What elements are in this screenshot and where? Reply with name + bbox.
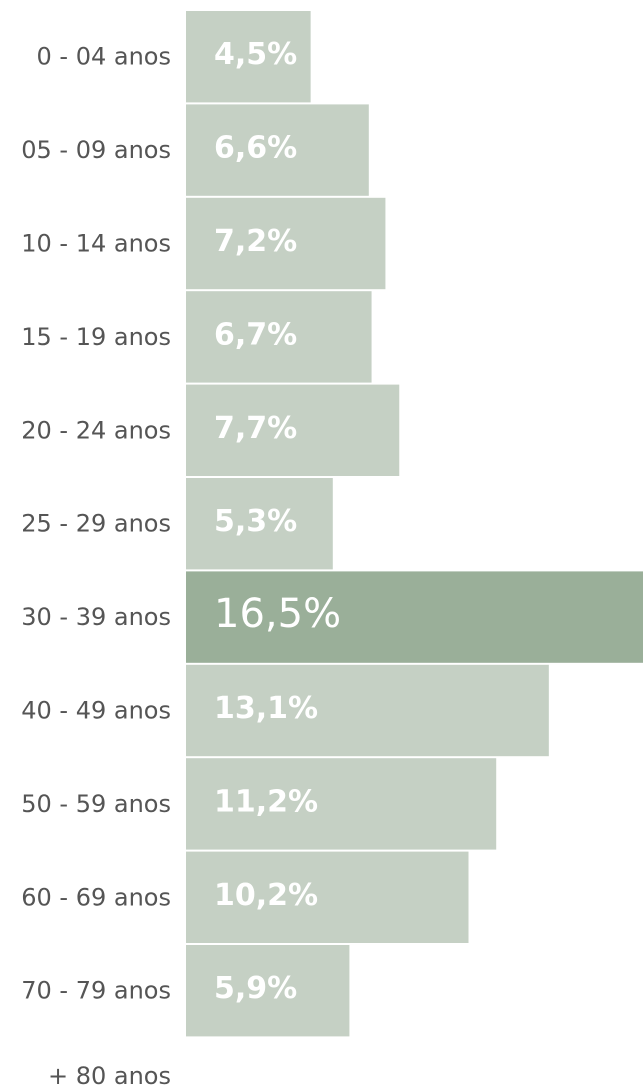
category-label: 25 - 29 anos (21, 510, 171, 538)
value-label: 4,5% (214, 37, 297, 72)
category-label: 15 - 19 anos (21, 323, 171, 351)
category-label: 50 - 59 anos (21, 790, 171, 818)
bar (186, 197, 386, 290)
value-label: 6,7% (214, 317, 297, 352)
bar (186, 851, 469, 943)
bar (186, 758, 497, 850)
bar (186, 478, 333, 570)
category-label: 30 - 39 anos (21, 603, 171, 631)
value-label: 13,1% (214, 691, 318, 726)
value-label: 10,2% (214, 878, 318, 913)
bar (186, 104, 369, 196)
bar (186, 11, 311, 103)
category-label: 0 - 04 anos (37, 43, 171, 71)
category-label: 10 - 14 anos (21, 230, 171, 258)
value-label: 16,5% (214, 591, 341, 637)
category-label: 60 - 69 anos (21, 883, 171, 911)
value-label: 7,7% (214, 411, 297, 446)
bar (186, 384, 400, 476)
category-label: 70 - 79 anos (21, 977, 171, 1005)
bar (186, 664, 549, 757)
bar (186, 945, 350, 1037)
category-label: 20 - 24 anos (21, 416, 171, 444)
category-label: + 80 anos (48, 1062, 171, 1090)
value-label: 11,2% (214, 784, 318, 819)
value-label: 5,9% (214, 971, 297, 1006)
value-label: 7,2% (214, 224, 297, 259)
category-label: 05 - 09 anos (21, 136, 171, 164)
value-label: 6,6% (214, 131, 297, 166)
bar (186, 291, 372, 383)
category-label: 40 - 49 anos (21, 697, 171, 725)
value-label: 5,3% (214, 504, 297, 539)
bar (186, 571, 643, 663)
